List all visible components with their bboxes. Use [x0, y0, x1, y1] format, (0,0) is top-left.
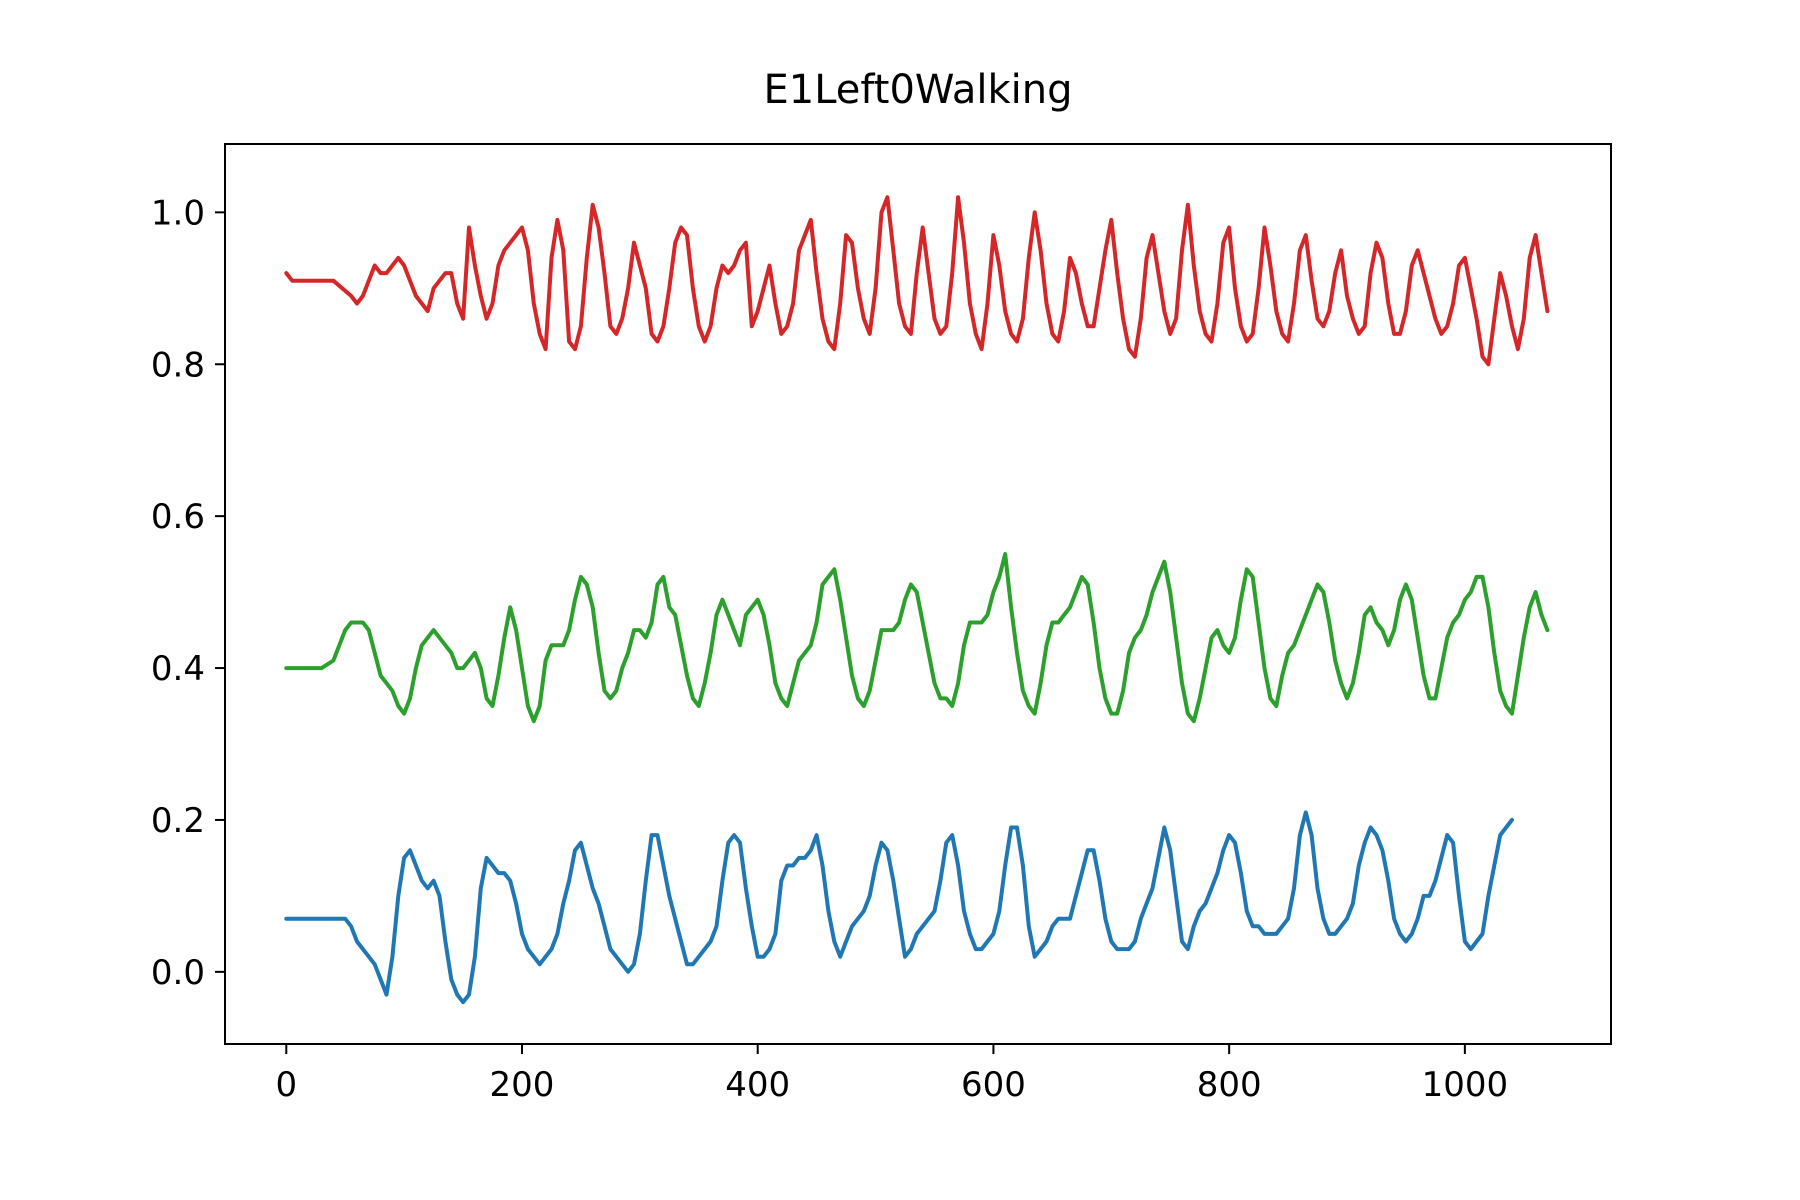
plot-frame: [224, 143, 1612, 1045]
x-axis: 0 200 400 600 800 1000: [275, 1044, 1508, 1105]
y-tick-label: 1.0: [151, 193, 205, 233]
x-tick-label: 400: [725, 1065, 790, 1105]
y-tick-label: 0.8: [151, 345, 205, 385]
x-tick-label: 1000: [1422, 1065, 1509, 1105]
y-tick-label: 0.4: [151, 649, 205, 689]
x-tick-label: 0: [275, 1065, 297, 1105]
x-tick-label: 800: [1197, 1065, 1262, 1105]
y-tick-label: 0.2: [151, 801, 205, 841]
series-layer: [284, 195, 1550, 1005]
y-tick-label: 0.0: [151, 953, 205, 993]
series-line-green: [284, 552, 1550, 724]
y-tick-label: 0.6: [151, 497, 205, 537]
chart-title: E1Left0Walking: [763, 67, 1072, 113]
y-axis: 0.0 0.2 0.4 0.6 0.8 1.0: [151, 193, 225, 993]
x-tick-label: 600: [961, 1065, 1026, 1105]
series-line-red: [284, 195, 1550, 367]
series-line-blue: [284, 810, 1514, 1005]
x-tick-label: 200: [490, 1065, 555, 1105]
